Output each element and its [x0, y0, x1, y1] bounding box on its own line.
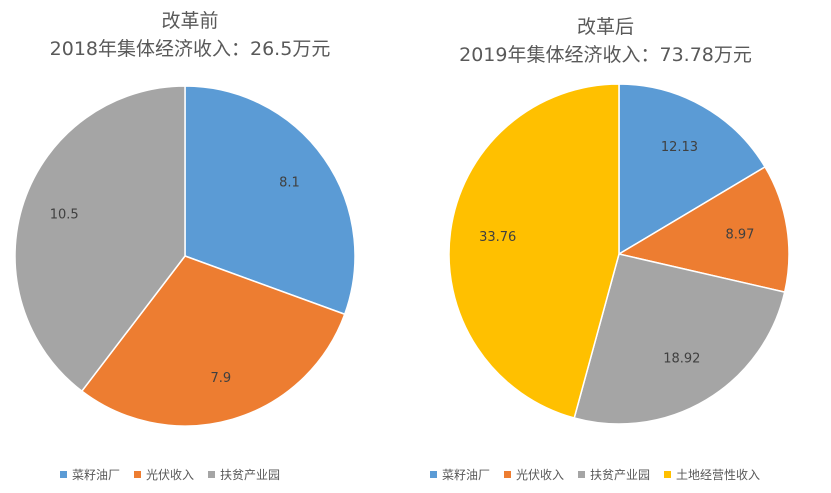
legend-label: 扶贫产业园	[590, 468, 651, 482]
legend-swatch	[578, 471, 586, 478]
legend-item-1: 菜籽油厂	[60, 466, 120, 483]
legend-label: 菜籽油厂	[72, 468, 121, 482]
data-label-2: 8.97	[725, 228, 754, 243]
legend-item-3: 扶贫产业园	[578, 466, 650, 483]
chart-title: 改革前	[161, 10, 219, 32]
pie-slice-1	[618, 83, 767, 256]
data-label-3: 10.5	[50, 208, 79, 223]
legend-item-1: 菜籽油厂	[430, 466, 490, 483]
legend-label: 土地经营性收入	[676, 468, 761, 482]
data-label-2: 7.9	[210, 371, 231, 386]
legend-swatch	[664, 471, 672, 478]
legend-swatch	[134, 471, 142, 478]
pie-chart-after: 改革后 2019年集体经济收入：73.78万元 12.13 8.97 18.92 33…	[380, 0, 831, 493]
pie-plot: 12.13 8.97 18.92 33.76	[448, 83, 790, 425]
pie-slice-1	[184, 85, 356, 316]
legend-label: 光伏收入	[516, 468, 565, 482]
chart-subtitle: 2019年集体经济收入：73.78万元	[459, 44, 752, 66]
data-label-1: 8.1	[279, 175, 300, 190]
pie-plot: 8.1 7.9 10.5	[14, 85, 356, 427]
legend-item-4: 土地经营性收入	[664, 466, 760, 483]
legend-swatch	[208, 471, 216, 478]
pie-slice-3	[573, 253, 786, 425]
legend-item-3: 扶贫产业园	[208, 466, 280, 483]
pie-slice-4	[448, 83, 620, 419]
data-label-4: 33.76	[479, 230, 516, 245]
legend-swatch	[430, 471, 437, 478]
legend: 菜籽油厂 光伏收入 扶贫产业园 土地经营性收入	[430, 466, 774, 483]
legend-swatch	[60, 471, 67, 478]
pie-slice-2	[617, 165, 790, 294]
data-label-1: 12.13	[661, 140, 698, 155]
chart-subtitle: 2018年集体经济收入：26.5万元	[49, 38, 331, 60]
legend-label: 菜籽油厂	[442, 468, 491, 482]
legend-item-2: 光伏收入	[504, 466, 564, 483]
chart-title: 改革后	[576, 16, 634, 38]
data-label-3: 18.92	[663, 352, 700, 367]
legend-swatch	[504, 471, 512, 478]
pie-slice-3	[14, 85, 186, 393]
pie-chart-before: 改革前 2018年集体经济收入：26.5万元 8.1 7.9 10.5 菜籽油厂 光伏…	[0, 0, 380, 493]
pie-slice-2	[80, 255, 346, 427]
legend: 菜籽油厂 光伏收入 扶贫产业园	[60, 466, 294, 483]
legend-item-2: 光伏收入	[134, 466, 194, 483]
legend-label: 光伏收入	[146, 468, 195, 482]
legend-label: 扶贫产业园	[220, 468, 281, 482]
